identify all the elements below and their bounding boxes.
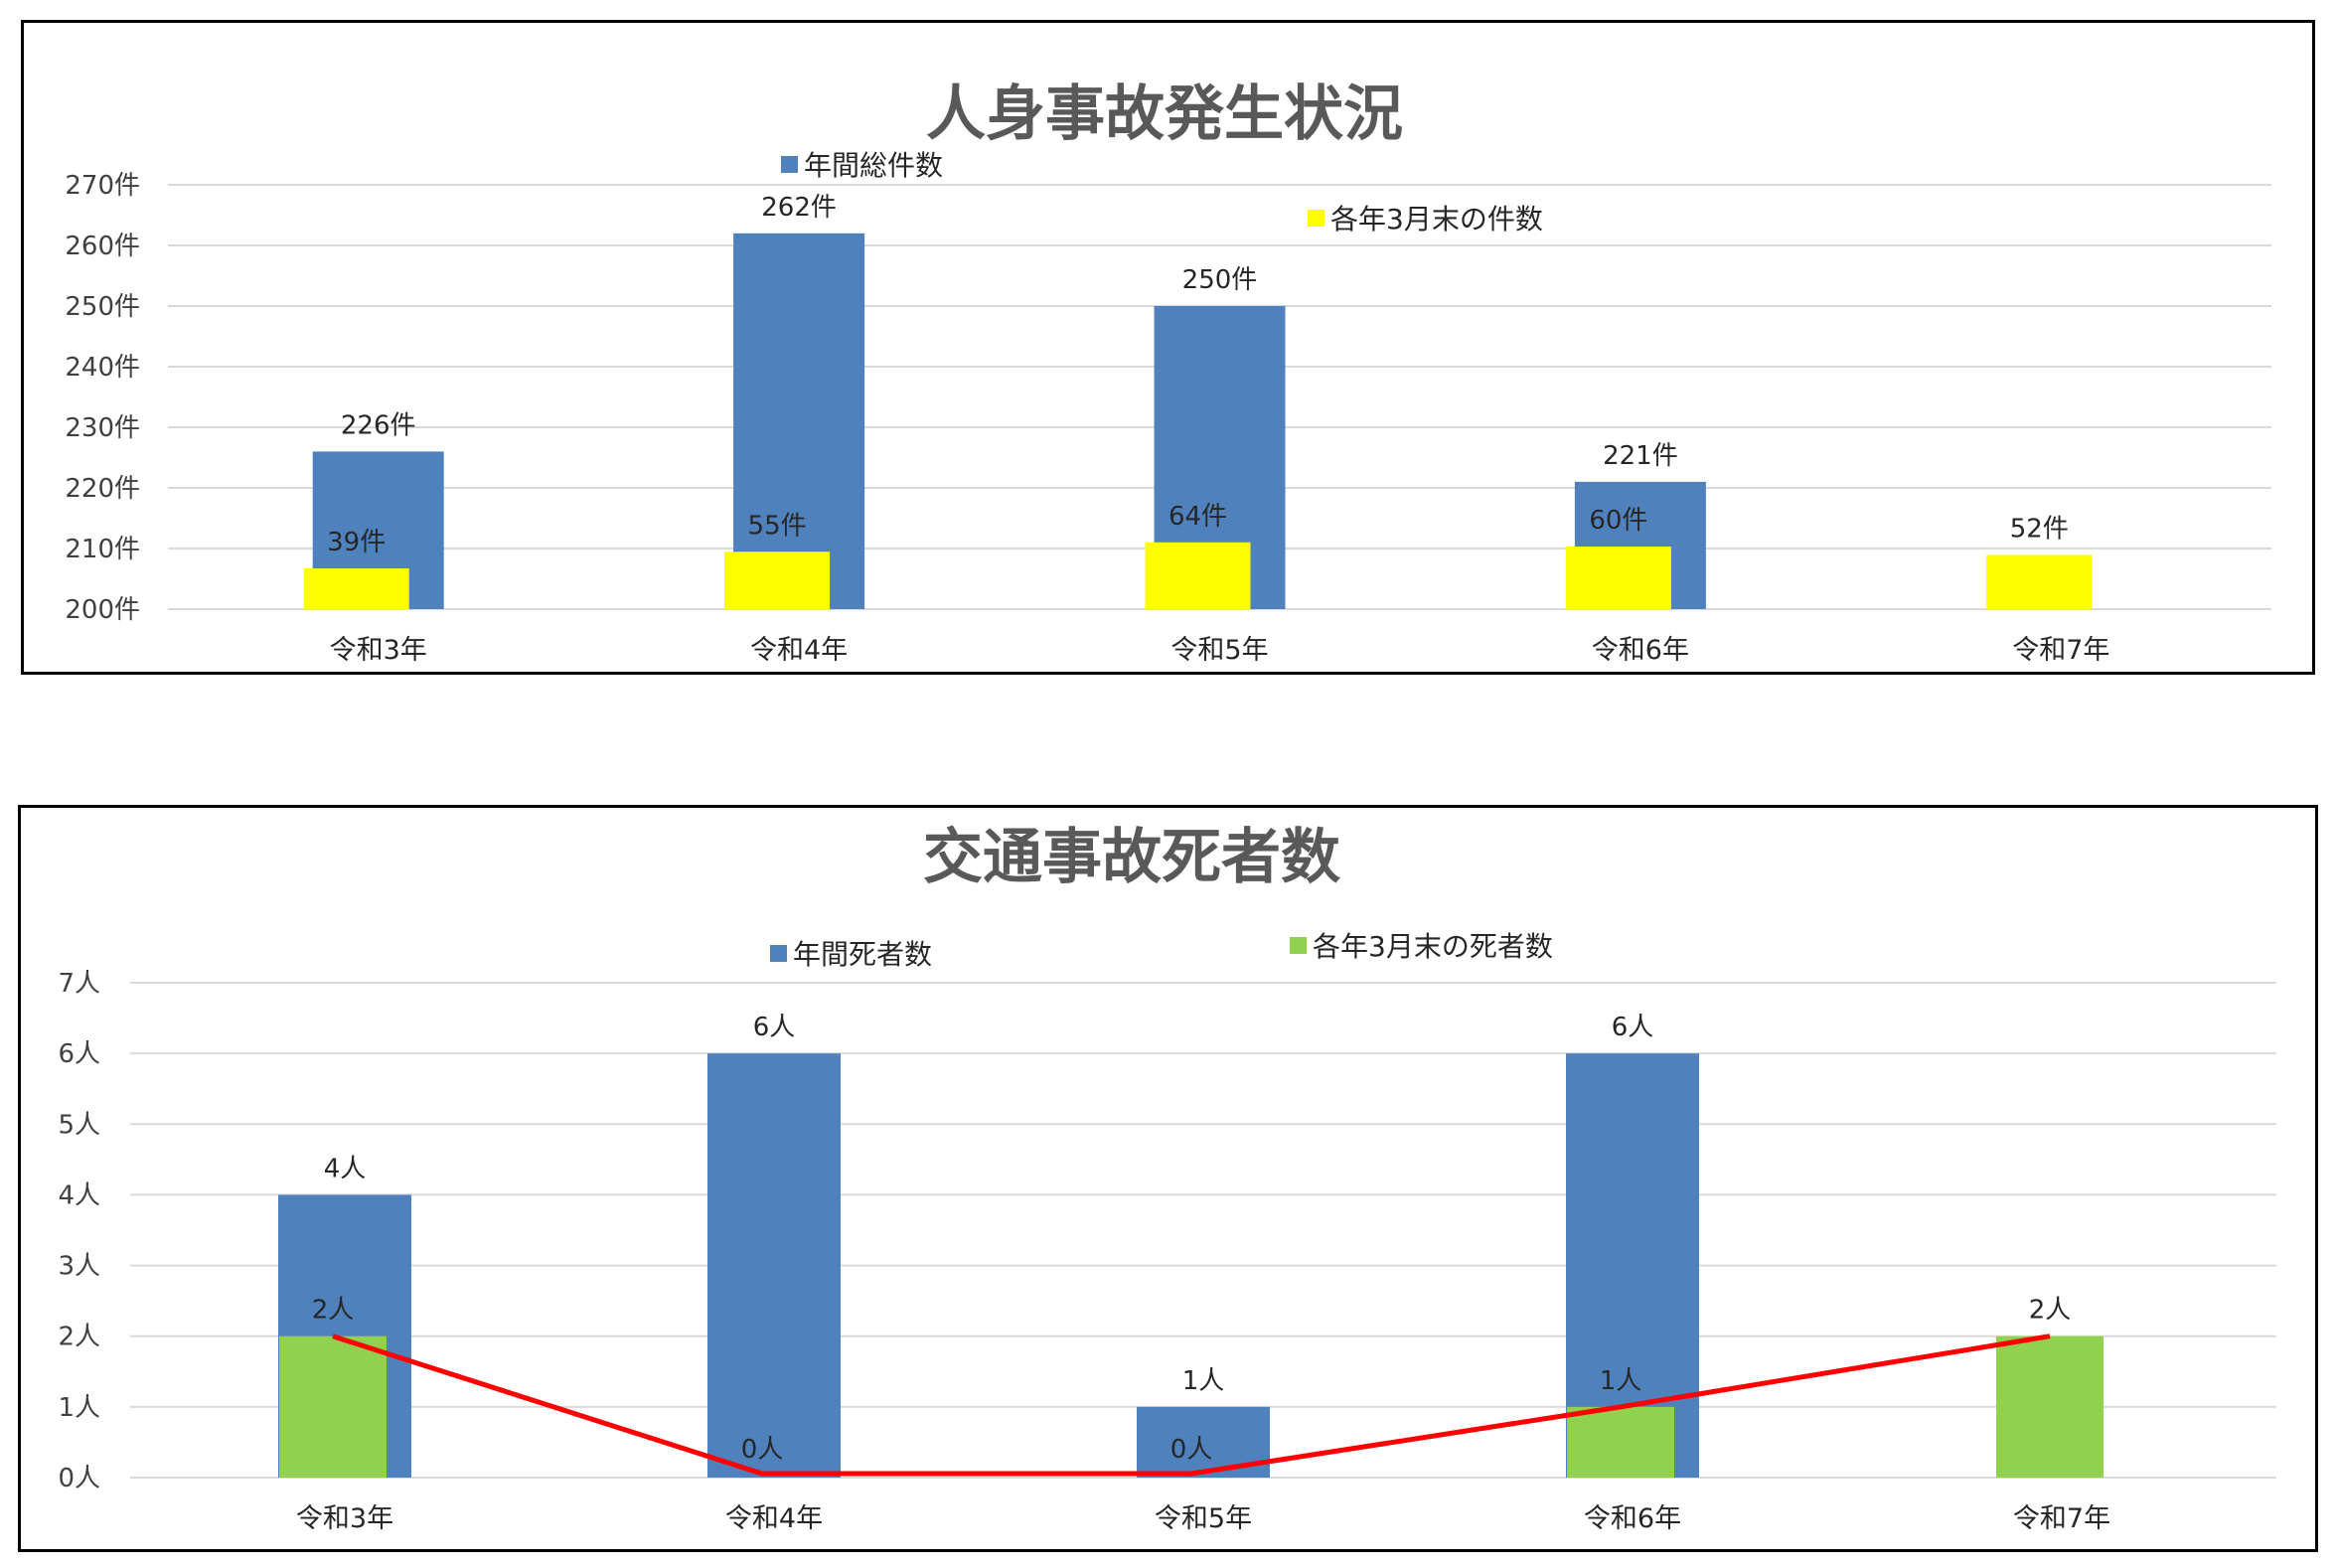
bar-march [1986,554,2093,609]
y-tick-label: 220件 [65,474,140,504]
bar-march [1145,542,1251,609]
y-tick-label: 7人 [58,969,100,999]
bars [303,233,2093,610]
traffic-fatality-chart: 交通事故死者数 0人 1人 2人 3人 4人 5人 6人 7人 4人 6人 1人 6人 2人 0人 0人 1… [58,823,2276,1534]
legend-swatch [770,945,787,962]
y-tick-label: 250件 [65,292,140,322]
data-label-march: 1人 [1600,1366,1642,1396]
data-label-march: 55件 [748,511,807,541]
y-tick-label: 5人 [58,1110,100,1140]
data-labels: 4人 6人 1人 6人 2人 0人 0人 1人 2人 [312,1013,2072,1465]
x-category-label: 令和4年 [750,635,848,666]
data-label-annual: 4人 [324,1154,367,1183]
x-axis-categories: 令和3年 令和4年 令和5年 令和6年 令和7年 [296,1503,2110,1534]
data-label-march: 0人 [1170,1435,1213,1465]
bar-march [1565,547,1671,609]
y-tick-label: 1人 [58,1393,100,1423]
y-tick-label: 3人 [58,1252,100,1282]
legend-label: 各年3月末の件数 [1330,203,1543,235]
x-category-label: 令和5年 [1155,1503,1252,1534]
bar-march [303,568,409,609]
data-label-annual: 250件 [1182,265,1258,295]
x-category-label: 令和5年 [1170,635,1268,666]
trend-line-path [332,1333,2051,1477]
y-axis-ticks: 0人 1人 2人 3人 4人 5人 6人 7人 [58,969,100,1493]
legend-item-march: 各年3月末の死者数 [1290,930,1553,963]
y-tick-label: 210件 [65,535,140,564]
x-category-label: 令和6年 [1584,1503,1681,1534]
y-tick-label: 230件 [65,413,140,443]
y-axis-ticks: 200件 210件 220件 230件 240件 250件 260件 270件 [65,171,140,625]
legend-swatch [781,156,798,173]
x-category-label: 令和3年 [296,1503,393,1534]
injury-accident-chart: 人身事故発生状況 200件 210件 220件 230件 240件 250件 260件 270… [65,79,2271,666]
y-tick-label: 2人 [58,1323,100,1352]
data-label-annual: 262件 [761,193,837,223]
legend-item-annual: 年間死者数 [770,938,932,971]
x-category-label: 令和4年 [725,1503,823,1534]
y-tick-label: 6人 [58,1039,100,1069]
gridlines [130,982,2276,1479]
legend-item-march: 各年3月末の件数 [1308,203,1543,235]
y-tick-label: 200件 [65,595,140,625]
bar-march [1996,1335,2103,1478]
legend-swatch [1308,210,1324,227]
data-label-march: 60件 [1589,506,1647,536]
bar-march [1567,1406,1674,1478]
bars [278,1053,2103,1478]
legend-swatch [1290,937,1307,954]
y-tick-label: 240件 [65,353,140,383]
y-tick-label: 260件 [65,232,140,261]
data-label-march: 64件 [1168,502,1227,532]
legend-label: 年間死者数 [793,938,932,971]
y-tick-label: 0人 [58,1464,100,1493]
bar-annual [733,233,865,610]
chart-title: 人身事故発生状況 [926,79,1403,149]
bar-annual [707,1053,841,1478]
data-label-annual: 226件 [341,410,416,440]
data-label-annual: 1人 [1182,1366,1225,1396]
bar-march [724,551,831,609]
legend-label: 年間総件数 [804,149,943,182]
data-label-annual: 6人 [1612,1013,1654,1042]
data-label-march: 39件 [327,528,386,557]
traffic-fatality-chart-panel: 交通事故死者数 0人 1人 2人 3人 4人 5人 6人 7人 4人 6人 1人 6人 2人 0人 0人 1… [18,805,2318,1552]
x-category-label: 令和6年 [1592,635,1689,666]
injury-accident-chart-panel: 人身事故発生状況 200件 210件 220件 230件 240件 250件 260件 270… [21,20,2315,675]
chart-title: 交通事故死者数 [923,823,1340,892]
data-labels: 226件 262件 250件 221件 39件 55件 64件 60件 52件 [327,193,2069,557]
data-label-march: 0人 [741,1435,784,1465]
y-tick-label: 270件 [65,171,140,201]
data-label-march: 52件 [2010,514,2069,544]
bar-march [279,1335,387,1478]
x-axis-categories: 令和3年 令和4年 令和5年 令和6年 令和7年 [330,635,2110,666]
data-label-annual: 221件 [1603,441,1678,471]
y-tick-label: 4人 [58,1180,100,1210]
data-label-annual: 6人 [753,1013,796,1042]
data-label-march: 2人 [2029,1296,2072,1326]
data-label-march: 2人 [312,1296,355,1326]
trend-line [332,1333,2051,1477]
x-category-label: 令和7年 [2013,1503,2110,1534]
legend-item-annual: 年間総件数 [781,149,943,182]
x-category-label: 令和7年 [2012,635,2109,666]
x-category-label: 令和3年 [330,635,427,666]
legend-label: 各年3月末の死者数 [1313,930,1553,963]
